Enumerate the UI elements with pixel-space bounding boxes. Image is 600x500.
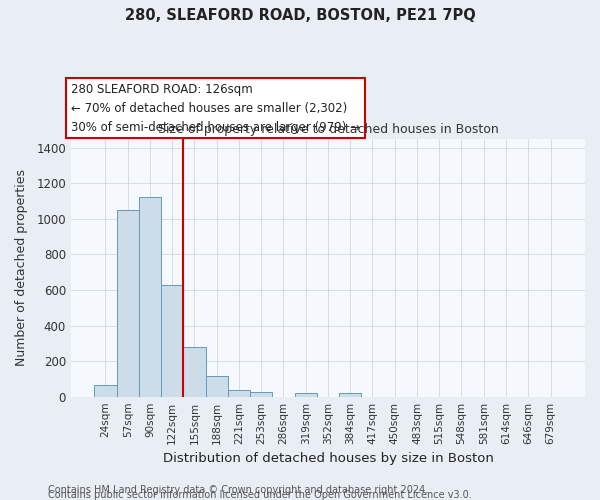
- Text: 280, SLEAFORD ROAD, BOSTON, PE21 7PQ: 280, SLEAFORD ROAD, BOSTON, PE21 7PQ: [125, 8, 475, 22]
- Bar: [250, 392, 272, 396]
- Title: Size of property relative to detached houses in Boston: Size of property relative to detached ho…: [158, 123, 499, 136]
- Bar: [206, 376, 228, 396]
- Bar: [94, 385, 116, 396]
- Bar: [184, 347, 206, 397]
- Text: 280 SLEAFORD ROAD: 126sqm
← 70% of detached houses are smaller (2,302)
30% of se: 280 SLEAFORD ROAD: 126sqm ← 70% of detac…: [71, 82, 360, 134]
- X-axis label: Distribution of detached houses by size in Boston: Distribution of detached houses by size …: [163, 452, 493, 465]
- Bar: [228, 390, 250, 396]
- Text: Contains public sector information licensed under the Open Government Licence v3: Contains public sector information licen…: [48, 490, 472, 500]
- Bar: [139, 198, 161, 396]
- Bar: [339, 393, 361, 396]
- Bar: [116, 210, 139, 396]
- Bar: [295, 393, 317, 396]
- Y-axis label: Number of detached properties: Number of detached properties: [15, 169, 28, 366]
- Text: Contains HM Land Registry data © Crown copyright and database right 2024.: Contains HM Land Registry data © Crown c…: [48, 485, 428, 495]
- Bar: [161, 284, 184, 397]
